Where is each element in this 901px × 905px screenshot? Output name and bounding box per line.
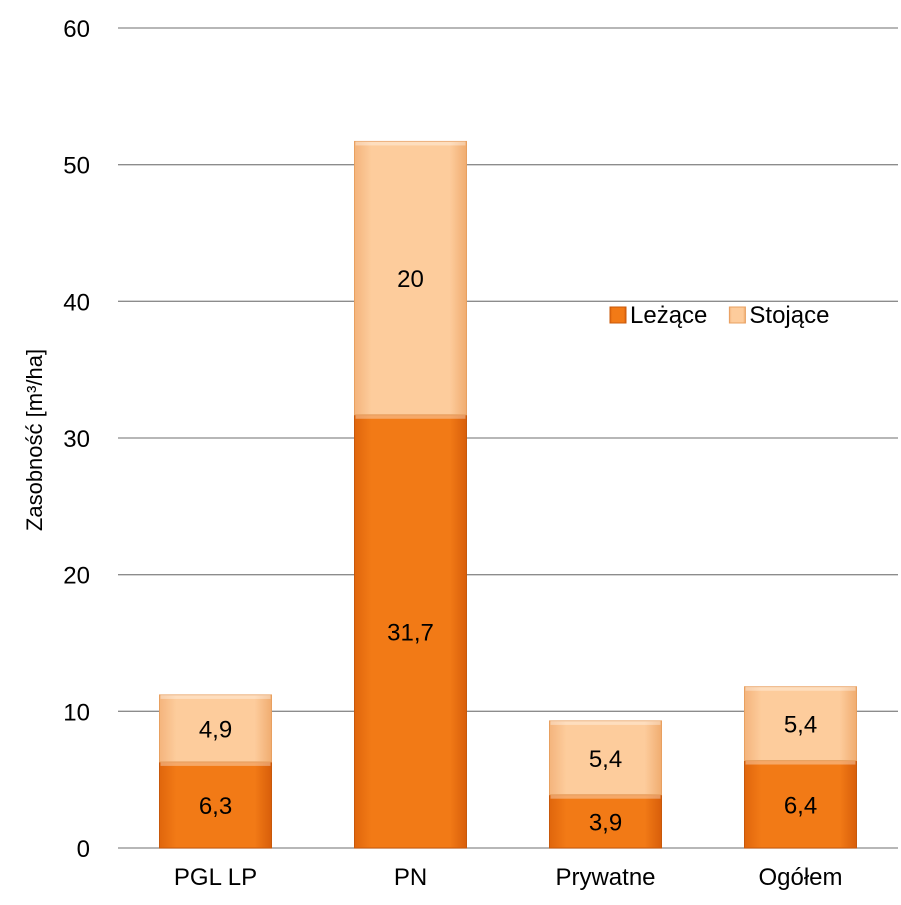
- category-label: PN: [394, 864, 427, 891]
- legend-label: Stojące: [749, 302, 829, 329]
- legend: Leżące Stojące: [609, 302, 829, 329]
- bar-bevel: [355, 414, 466, 419]
- bar-stojace-0: [159, 694, 272, 763]
- bars: [159, 140, 857, 849]
- bar-lezace-2: [549, 794, 662, 849]
- y-tick-label: 40: [63, 289, 90, 316]
- bar-bevel: [160, 694, 271, 699]
- data-label: 5,4: [589, 746, 622, 773]
- data-label: 3,9: [589, 809, 622, 836]
- y-tick-label: 30: [63, 426, 90, 453]
- legend-swatch: [728, 306, 746, 324]
- data-labels: 6,3 4,9 31,7 20 3,9 5,4 6,4 5,4: [199, 266, 817, 836]
- legend-item-lezace: Leżące: [609, 302, 707, 329]
- bar-bevel: [550, 794, 661, 799]
- y-tick-label: 60: [63, 16, 90, 43]
- x-axis-categories: PGL LP PN Prywatne Ogółem: [174, 864, 843, 891]
- category-label: PGL LP: [174, 864, 257, 891]
- category-label: Ogółem: [758, 864, 842, 891]
- bar-stojace-1: [354, 140, 467, 416]
- bar-stojace-2: [549, 720, 662, 796]
- bar-bevel: [745, 760, 856, 765]
- bar-stojace-3: [744, 686, 857, 762]
- data-label: 6,4: [784, 792, 817, 819]
- data-label: 4,9: [199, 716, 232, 743]
- y-tick-label: 0: [77, 836, 90, 863]
- bar-lezace-0: [159, 761, 272, 849]
- bar-bevel: [355, 141, 466, 146]
- data-label: 6,3: [199, 793, 232, 820]
- y-tick-label: 10: [63, 699, 90, 726]
- legend-item-stojace: Stojące: [728, 302, 829, 329]
- data-label: 20: [397, 266, 424, 293]
- category-label: Prywatne: [555, 864, 655, 891]
- bar-lezace-1: [354, 414, 467, 849]
- bar-bevel: [745, 686, 856, 691]
- y-tick-label: 20: [63, 563, 90, 590]
- y-axis-label: Zasobność [m³/ha]: [22, 349, 47, 531]
- legend-swatch: [609, 306, 627, 324]
- bar-bevel: [160, 761, 271, 766]
- bar-bevel: [550, 720, 661, 725]
- legend-label: Leżące: [630, 302, 707, 329]
- bar-lezace-3: [744, 760, 857, 849]
- y-axis-ticks: 0 10 20 30 40 50 60: [63, 16, 90, 863]
- data-label: 5,4: [784, 712, 817, 739]
- y-tick-label: 50: [63, 153, 90, 180]
- data-label: 31,7: [387, 619, 434, 646]
